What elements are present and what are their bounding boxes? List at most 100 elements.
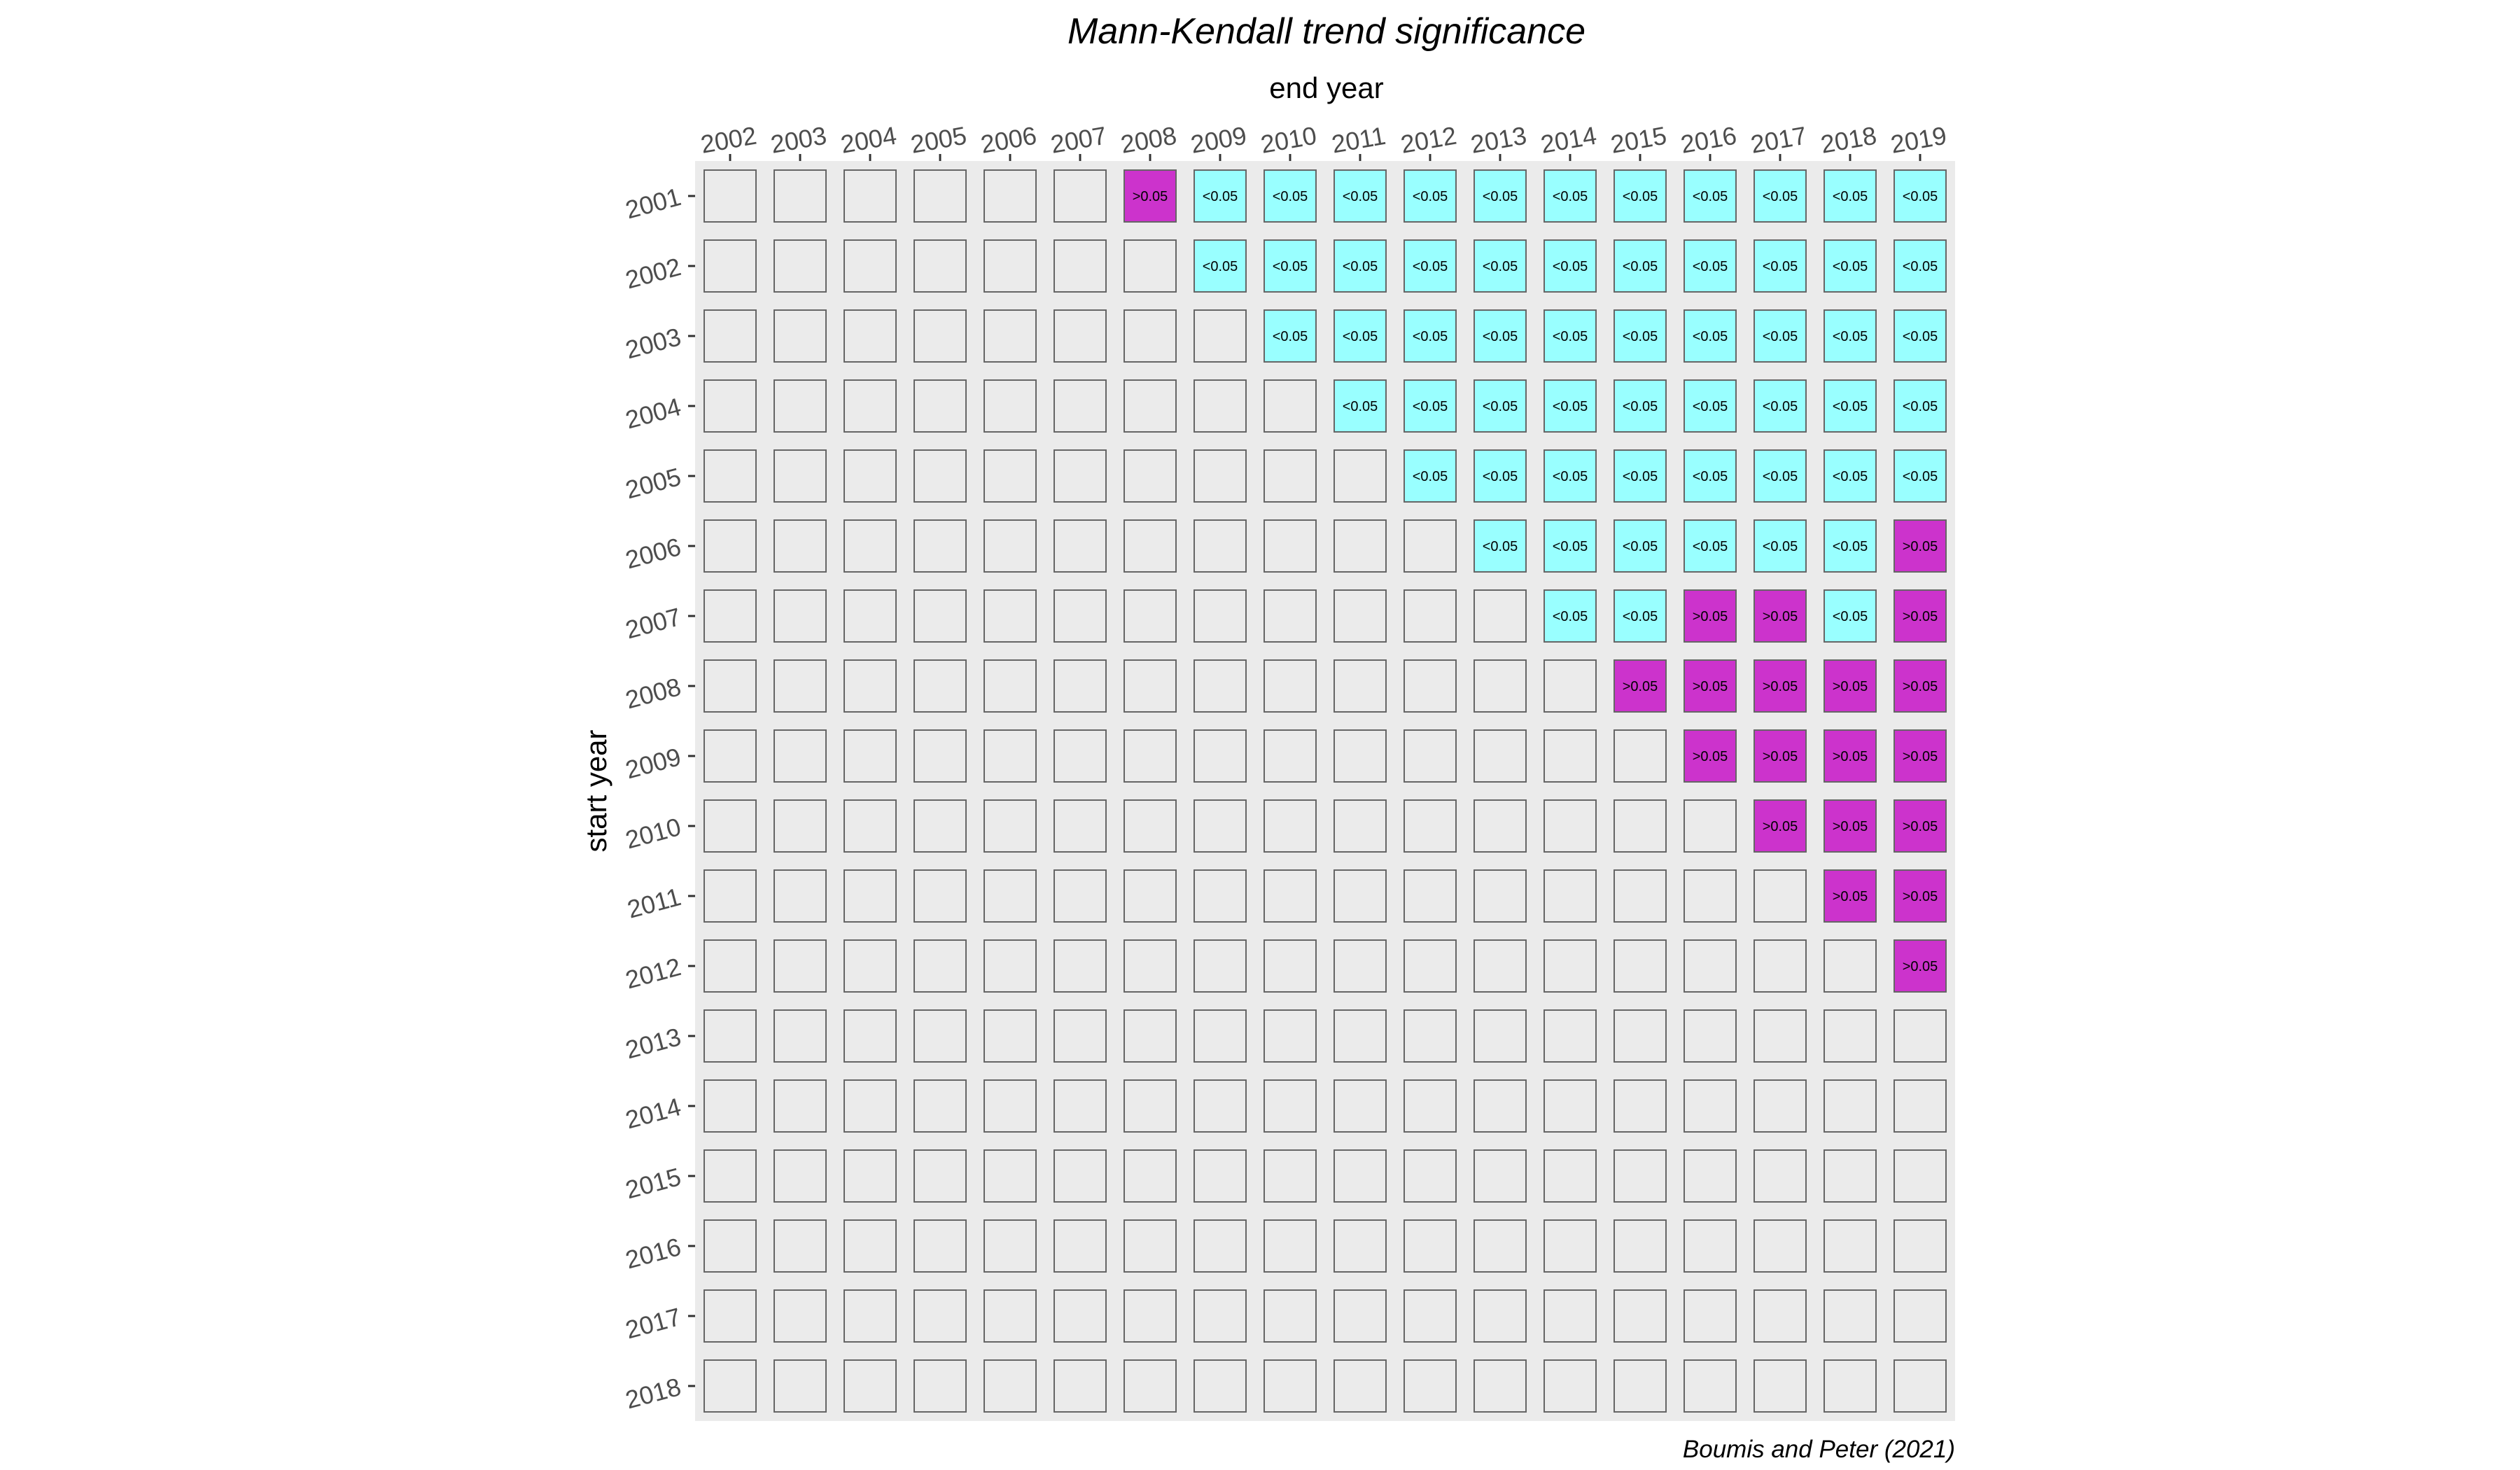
heatmap-cell — [1474, 1149, 1527, 1203]
heatmap-cell — [844, 379, 897, 433]
cell-value-label: <0.05 — [1343, 259, 1378, 274]
heatmap-cell — [1194, 169, 1247, 223]
heatmap-cell — [1194, 589, 1247, 643]
heatmap-cell — [1754, 169, 1807, 223]
cell-value-label: <0.05 — [1413, 399, 1448, 414]
cell-value-label: >0.05 — [1763, 749, 1798, 764]
heatmap-cell — [774, 239, 827, 293]
heatmap-cell — [1404, 869, 1457, 923]
heatmap-cell — [774, 1149, 827, 1203]
heatmap-cell — [1684, 869, 1737, 923]
cell-value-label: <0.05 — [1553, 259, 1588, 274]
heatmap-cell — [1124, 309, 1177, 363]
heatmap-cell — [983, 1359, 1037, 1413]
heatmap-cell — [704, 1359, 757, 1413]
heatmap-cell — [1194, 1359, 1247, 1413]
heatmap-cell — [1684, 519, 1737, 573]
heatmap-cell — [774, 1079, 827, 1133]
heatmap-cell — [1754, 1219, 1807, 1273]
cell-value-label: >0.05 — [1763, 679, 1798, 694]
cell-value-label: >0.05 — [1903, 889, 1938, 904]
heatmap-cell — [1614, 1289, 1667, 1343]
heatmap-cell — [1054, 729, 1107, 783]
heatmap-cell — [1194, 659, 1247, 713]
heatmap-cell — [1614, 379, 1667, 433]
cell-value-label: >0.05 — [1833, 889, 1868, 904]
heatmap-cell — [1334, 1009, 1387, 1063]
x-tick-label: 2014 — [1539, 121, 1599, 159]
heatmap-cell — [913, 1009, 967, 1063]
heatmap-cell — [1124, 449, 1177, 503]
cell-value-label: <0.05 — [1693, 189, 1728, 204]
heatmap-cell — [1684, 379, 1737, 433]
heatmap-cell — [1684, 169, 1737, 223]
heatmap-cell — [913, 1149, 967, 1203]
heatmap-cell — [774, 169, 827, 223]
heatmap-cell — [1264, 1289, 1317, 1343]
cell-value-label: <0.05 — [1273, 189, 1308, 204]
heatmap-cell — [704, 1149, 757, 1203]
heatmap-cell — [1823, 519, 1877, 573]
heatmap-cell — [704, 729, 757, 783]
y-tick-label: 2018 — [622, 1372, 684, 1414]
heatmap-cell — [1194, 729, 1247, 783]
y-tick-label: 2010 — [622, 812, 684, 854]
heatmap-cell — [774, 869, 827, 923]
heatmap-cell — [1544, 589, 1597, 643]
heatmap-cell — [1684, 1289, 1737, 1343]
cell-value-label: <0.05 — [1623, 609, 1658, 624]
heatmap-cell — [1684, 449, 1737, 503]
heatmap-cell — [1404, 169, 1457, 223]
x-tick-label: 2013 — [1469, 121, 1529, 159]
heatmap-cell — [774, 799, 827, 853]
cell-value-label: <0.05 — [1903, 399, 1938, 414]
heatmap-cell — [1124, 939, 1177, 993]
y-axis: 2001 2002 2003 2004 2005 2006 2007 2008 2009 2010… — [622, 182, 695, 1414]
heatmap-cell — [1264, 449, 1317, 503]
cell-value-label: <0.05 — [1623, 399, 1658, 414]
heatmap-cell — [1474, 729, 1527, 783]
heatmap-cell — [1684, 799, 1737, 853]
heatmap-cell — [1893, 1149, 1947, 1203]
chart-title: Mann-Kendall trend significance — [1068, 11, 1586, 52]
x-tick-label: 2006 — [979, 121, 1039, 159]
heatmap-cell — [1124, 1009, 1177, 1063]
heatmap-cell — [704, 939, 757, 993]
heatmap-cell — [1754, 309, 1807, 363]
heatmap-cell — [1544, 1009, 1597, 1063]
heatmap-cell — [1544, 729, 1597, 783]
heatmap-cell — [704, 799, 757, 853]
heatmap-cell — [1404, 1219, 1457, 1273]
heatmap-cell — [774, 1289, 827, 1343]
heatmap-cell — [1544, 1149, 1597, 1203]
cell-value-label: >0.05 — [1763, 819, 1798, 834]
heatmap-cell — [1264, 799, 1317, 853]
heatmap-cell — [1264, 729, 1317, 783]
cell-value-label: <0.05 — [1763, 469, 1798, 484]
cell-value-label: <0.05 — [1553, 469, 1588, 484]
heatmap-cell — [1614, 449, 1667, 503]
cell-value-label: <0.05 — [1763, 539, 1798, 554]
heatmap-cell — [1893, 309, 1947, 363]
heatmap-cell — [1264, 869, 1317, 923]
heatmap-cell — [704, 449, 757, 503]
heatmap-cell — [704, 379, 757, 433]
y-tick-label: 2001 — [622, 182, 684, 224]
heatmap-cell — [774, 659, 827, 713]
heatmap-cell — [1893, 379, 1947, 433]
heatmap-cell — [913, 1219, 967, 1273]
cell-value-label: <0.05 — [1273, 329, 1308, 344]
heatmap-cell — [913, 939, 967, 993]
cell-value-label: <0.05 — [1413, 259, 1448, 274]
x-tick-label: 2005 — [909, 121, 969, 159]
heatmap-cell — [1334, 1359, 1387, 1413]
heatmap-cell — [913, 519, 967, 573]
heatmap-cell — [1404, 519, 1457, 573]
heatmap-cell — [1194, 309, 1247, 363]
heatmap-cell — [1474, 379, 1527, 433]
heatmap-cell — [844, 1009, 897, 1063]
cell-value-label: <0.05 — [1483, 259, 1518, 274]
heatmap-cell — [1614, 659, 1667, 713]
heatmap-cell — [1754, 589, 1807, 643]
heatmap-cell — [844, 169, 897, 223]
